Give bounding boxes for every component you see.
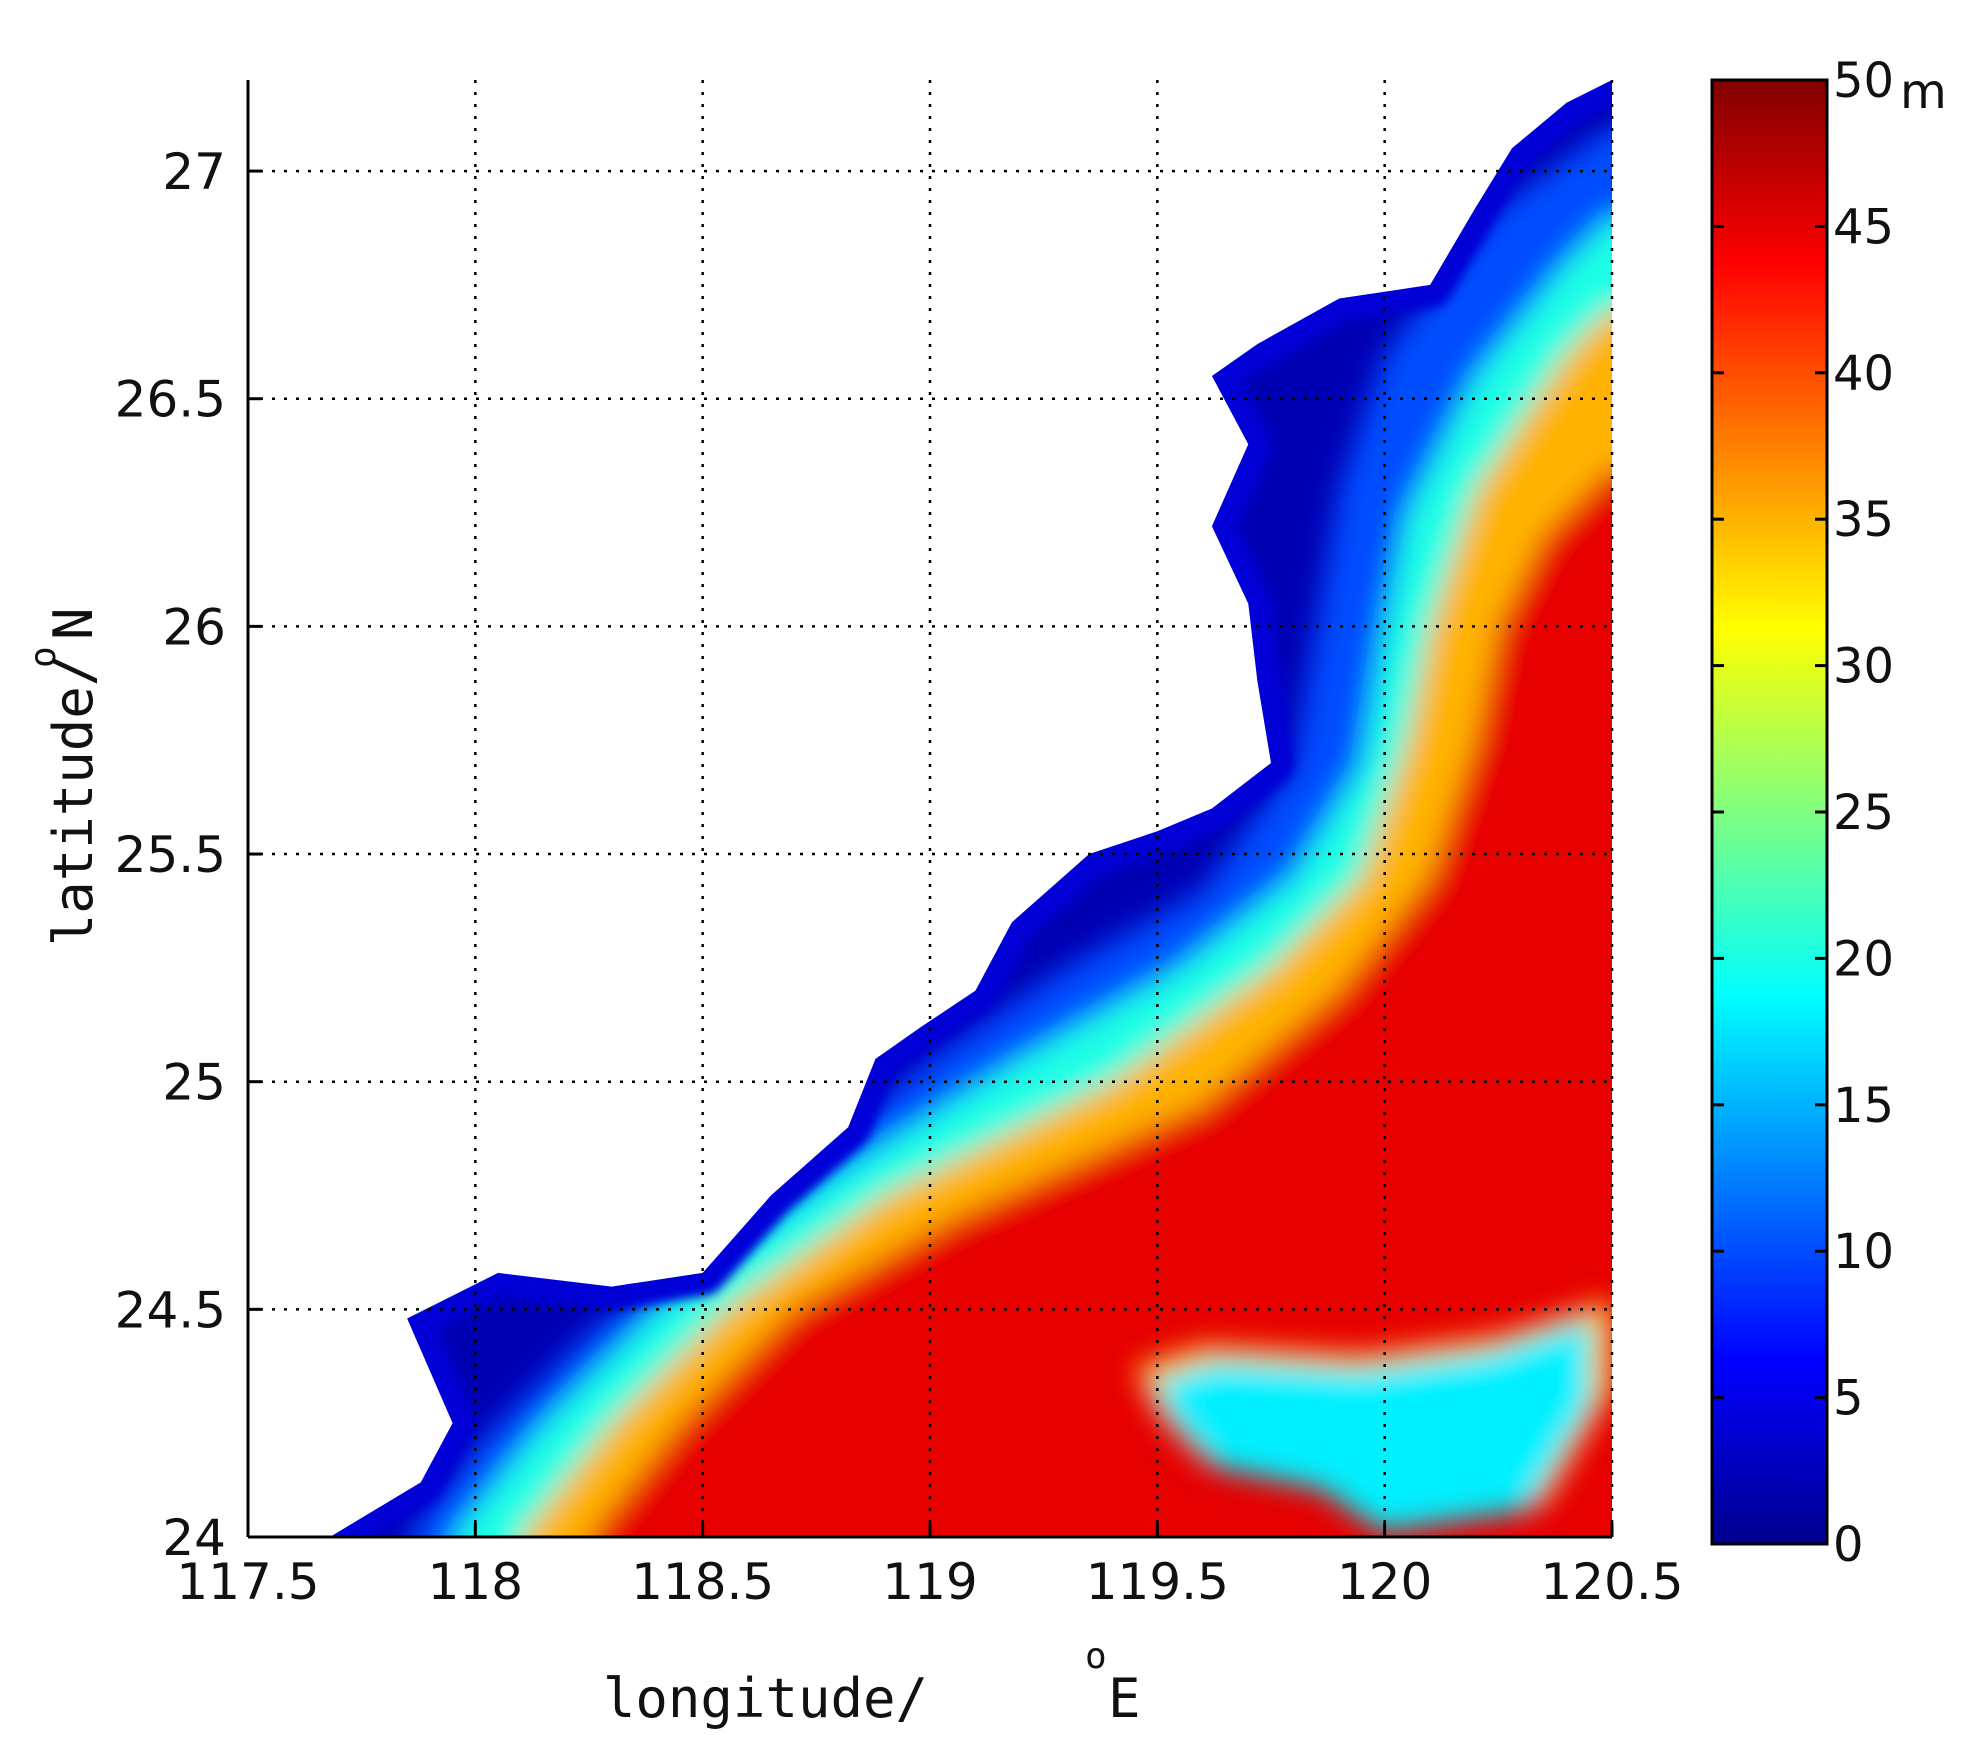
depth-bands xyxy=(407,125,1612,1537)
x-axis-label: longitude/ xyxy=(603,1667,928,1730)
y-tick-label-24.5: 24.5 xyxy=(115,1281,226,1339)
cb-tick-label-45: 45 xyxy=(1833,199,1894,255)
y-tick-label-24: 24 xyxy=(162,1509,226,1567)
cb-tick-label-30: 30 xyxy=(1833,639,1894,695)
x-tick-label-117.5: 117.5 xyxy=(176,1553,319,1611)
shallow-bank-core xyxy=(1152,1317,1592,1532)
y-tick-label-27: 27 xyxy=(162,143,226,201)
colorbar-unit: m xyxy=(1900,64,1947,120)
land-mask xyxy=(248,80,1612,1537)
colorbar: 0 5 10 15 20 25 30 35 40 45 50 m xyxy=(1710,53,1947,1573)
colorbar-ticks: 0 5 10 15 20 25 30 35 40 45 50 xyxy=(1712,53,1894,1573)
y-tick-label-26: 26 xyxy=(162,598,226,656)
cb-tick-label-10: 10 xyxy=(1833,1224,1894,1280)
x-tick-label-119: 119 xyxy=(882,1553,977,1611)
y-axis-label-unit: N xyxy=(42,607,105,640)
depth-band-45m xyxy=(589,467,1612,1537)
cb-tick-label-0: 0 xyxy=(1833,1517,1864,1573)
cb-tick-label-5: 5 xyxy=(1833,1371,1864,1427)
x-axis-label-unit: E xyxy=(1108,1667,1141,1730)
x-tick-label-118.5: 118.5 xyxy=(631,1553,774,1611)
y-tick-label-26.5: 26.5 xyxy=(115,371,226,429)
cb-tick-label-15: 15 xyxy=(1833,1078,1894,1134)
x-tick-label-118: 118 xyxy=(428,1553,523,1611)
y-tick-label-25: 25 xyxy=(162,1054,226,1112)
cb-tick-label-50: 50 xyxy=(1833,53,1894,109)
x-tick-label-120: 120 xyxy=(1337,1553,1432,1611)
shallow-bank xyxy=(1134,1299,1612,1532)
cb-tick-label-20: 20 xyxy=(1833,931,1894,987)
x-axis-label-superscript: o xyxy=(1085,1636,1107,1677)
y-axis-label-superscript-group: o xyxy=(23,646,64,668)
y-tick-label-25.5: 25.5 xyxy=(115,826,226,884)
y-axis-label: latitude/ xyxy=(42,654,105,947)
x-tick-labels: 117.5 118 118.5 119 119.5 120 120.5 xyxy=(176,1553,1683,1611)
y-axis-label-unit-group: N xyxy=(42,607,105,640)
y-tick-labels: 24 24.5 25 25.5 26 26.5 27 xyxy=(115,143,226,1567)
y-axis-label-group: latitude/ xyxy=(42,654,105,947)
x-tick-label-120.5: 120.5 xyxy=(1540,1553,1683,1611)
cb-tick-label-40: 40 xyxy=(1833,346,1894,402)
x-tick-label-119.5: 119.5 xyxy=(1086,1553,1229,1611)
colorbar-gradient xyxy=(1710,78,1829,1546)
cb-tick-label-35: 35 xyxy=(1833,492,1894,548)
axes-frame xyxy=(246,80,1612,1539)
cb-tick-label-25: 25 xyxy=(1833,785,1894,841)
y-axis-label-superscript: o xyxy=(23,646,64,668)
map-plot-area: 117.5 118 118.5 119 119.5 120 120.5 24 24.5 25 25… xyxy=(115,80,1684,1611)
depth-field xyxy=(248,80,1612,1537)
